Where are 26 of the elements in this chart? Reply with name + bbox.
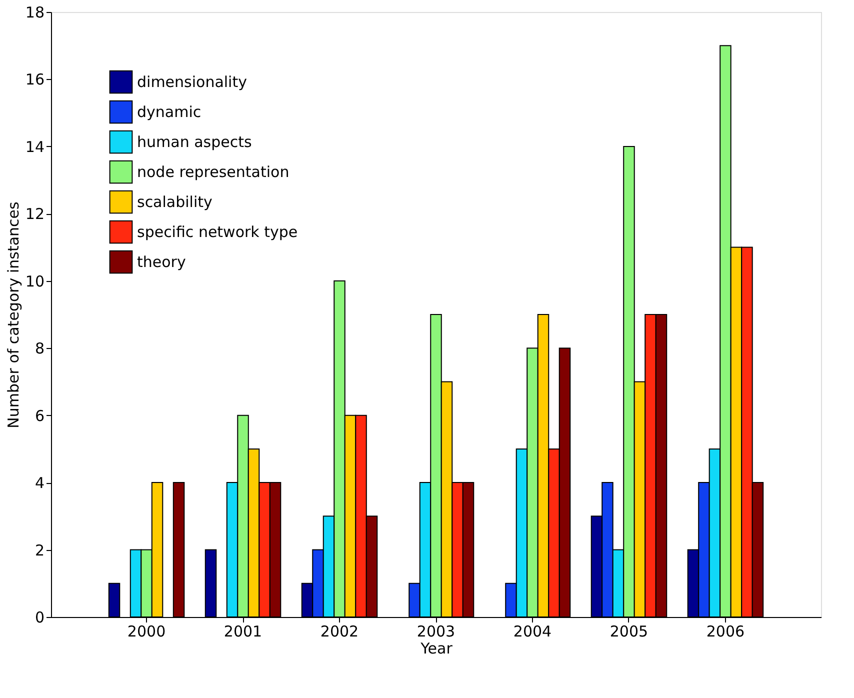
x-tick-label: 2002 xyxy=(320,622,359,640)
legend-label: human aspects xyxy=(137,133,252,151)
y-tick-label: 4 xyxy=(34,474,44,492)
y-tick-label: 14 xyxy=(25,138,44,156)
legend-label: scalability xyxy=(137,193,213,211)
legend-label: node representation xyxy=(137,163,290,181)
y-tick-label: 0 xyxy=(34,608,44,626)
x-tick-label: 2003 xyxy=(416,622,456,640)
legend-label: theory xyxy=(137,253,186,271)
x-tick-label: 2005 xyxy=(610,622,648,640)
y-tick-label: 12 xyxy=(25,205,44,224)
x-tick-label: 2000 xyxy=(127,622,166,640)
y-tick-label: 18 xyxy=(25,4,44,22)
x-axis-title: Year xyxy=(420,640,454,658)
y-tick-label: 2 xyxy=(34,541,44,560)
legend-label: specific network type xyxy=(137,223,298,241)
y-axis-title: Number of category instances xyxy=(4,201,22,428)
y-tick-label: 10 xyxy=(25,272,44,290)
y-tick-label: 6 xyxy=(34,406,44,425)
y-tick-label: 16 xyxy=(25,70,44,89)
x-tick-label: 2001 xyxy=(224,622,262,640)
x-tick-label: 2006 xyxy=(706,622,745,640)
legend-label: dimensionality xyxy=(137,73,248,91)
legend-label: dynamic xyxy=(137,103,202,121)
y-tick-label: 8 xyxy=(34,340,44,358)
x-tick-label: 2004 xyxy=(513,622,552,640)
